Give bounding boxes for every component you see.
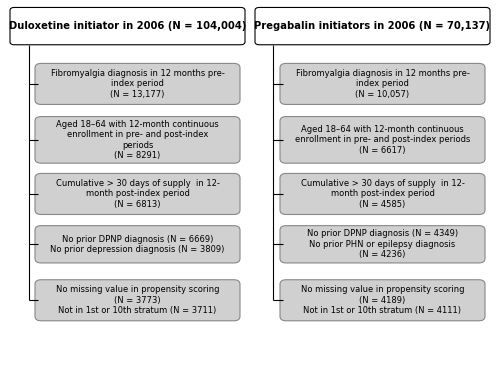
Text: Fibromyalgia diagnosis in 12 months pre-
index period
(N = 10,057): Fibromyalgia diagnosis in 12 months pre-… <box>296 69 470 99</box>
FancyBboxPatch shape <box>280 173 485 214</box>
FancyBboxPatch shape <box>280 280 485 321</box>
Text: Cumulative > 30 days of supply  in 12-
month post-index period
(N = 4585): Cumulative > 30 days of supply in 12- mo… <box>300 179 464 209</box>
Text: No missing value in propensity scoring
(N = 4189)
Not in 1st or 10th stratum (N : No missing value in propensity scoring (… <box>300 285 464 315</box>
Text: No missing value in propensity scoring
(N = 3773)
Not in 1st or 10th stratum (N : No missing value in propensity scoring (… <box>56 285 219 315</box>
Text: Duloxetine initiator in 2006 (N = 104,004): Duloxetine initiator in 2006 (N = 104,00… <box>9 21 246 31</box>
FancyBboxPatch shape <box>35 116 240 163</box>
FancyBboxPatch shape <box>35 63 240 104</box>
FancyBboxPatch shape <box>280 226 485 263</box>
Text: Pregabalin initiators in 2006 (N = 70,137): Pregabalin initiators in 2006 (N = 70,13… <box>254 21 490 31</box>
FancyBboxPatch shape <box>255 7 490 45</box>
FancyBboxPatch shape <box>35 173 240 214</box>
Text: Fibromyalgia diagnosis in 12 months pre-
index period
(N = 13,177): Fibromyalgia diagnosis in 12 months pre-… <box>50 69 224 99</box>
FancyBboxPatch shape <box>280 116 485 163</box>
Text: Aged 18–64 with 12-month continuous
enrollment in pre- and post-index
periods
(N: Aged 18–64 with 12-month continuous enro… <box>56 120 219 160</box>
FancyBboxPatch shape <box>35 280 240 321</box>
Text: Cumulative > 30 days of supply  in 12-
month post-index period
(N = 6813): Cumulative > 30 days of supply in 12- mo… <box>56 179 220 209</box>
Text: No prior DPNP diagnosis (N = 4349)
No prior PHN or epilepsy diagnosis
(N = 4236): No prior DPNP diagnosis (N = 4349) No pr… <box>307 229 458 259</box>
Text: Aged 18–64 with 12-month continuous
enrollment in pre- and post-index periods
(N: Aged 18–64 with 12-month continuous enro… <box>295 125 470 155</box>
Text: No prior DPNP diagnosis (N = 6669)
No prior depression diagnosis (N = 3809): No prior DPNP diagnosis (N = 6669) No pr… <box>50 235 224 254</box>
FancyBboxPatch shape <box>35 226 240 263</box>
FancyBboxPatch shape <box>10 7 245 45</box>
FancyBboxPatch shape <box>280 63 485 104</box>
